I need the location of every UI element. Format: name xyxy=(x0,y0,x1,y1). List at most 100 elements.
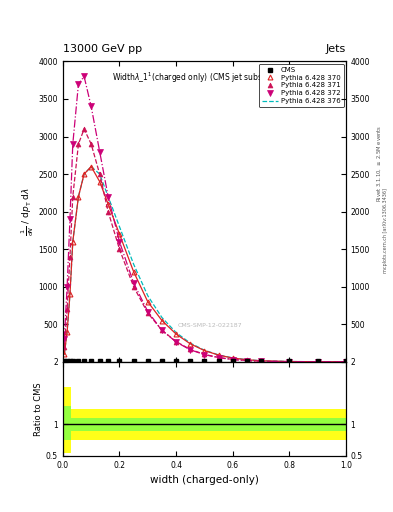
Pythia 6.428 371 xyxy=(202,351,207,357)
Pythia 6.428 370 xyxy=(259,358,263,364)
Pythia 6.428 370 xyxy=(117,231,122,237)
Pythia 6.428 372 xyxy=(174,339,178,345)
Pythia 6.428 370 xyxy=(287,358,292,365)
Pythia 6.428 370 xyxy=(202,348,207,354)
Pythia 6.428 376 xyxy=(65,329,70,335)
Text: CMS-SMP-12-022187: CMS-SMP-12-022187 xyxy=(178,323,242,328)
Pythia 6.428 376 xyxy=(68,291,72,297)
Pythia 6.428 371 xyxy=(131,284,136,290)
Pythia 6.428 372 xyxy=(315,359,320,365)
Pythia 6.428 371 xyxy=(244,357,249,364)
Pythia 6.428 372 xyxy=(70,141,75,147)
CMS xyxy=(230,358,235,365)
Pythia 6.428 376 xyxy=(106,194,110,200)
Pythia 6.428 372 xyxy=(65,284,70,290)
Pythia 6.428 370 xyxy=(62,351,67,357)
Pythia 6.428 372 xyxy=(216,355,221,361)
CMS xyxy=(216,358,221,365)
CMS xyxy=(145,358,150,365)
Pythia 6.428 376 xyxy=(82,171,86,177)
Pythia 6.428 372 xyxy=(160,327,164,333)
CMS xyxy=(70,358,75,365)
Pythia 6.428 372 xyxy=(244,357,249,364)
Pythia 6.428 376 xyxy=(70,239,75,245)
Y-axis label: $\frac{1}{\mathrm{d}N}$ / $\mathrm{d}p_\mathrm{T}$ $\mathrm{d}\lambda$: $\frac{1}{\mathrm{d}N}$ / $\mathrm{d}p_\… xyxy=(19,187,36,236)
Pythia 6.428 372 xyxy=(68,216,72,222)
Text: 13000 GeV pp: 13000 GeV pp xyxy=(63,44,142,54)
Pythia 6.428 376 xyxy=(160,314,164,321)
Pythia 6.428 370 xyxy=(70,239,75,245)
CMS xyxy=(117,358,122,365)
Legend: CMS, Pythia 6.428 370, Pythia 6.428 371, Pythia 6.428 372, Pythia 6.428 376: CMS, Pythia 6.428 370, Pythia 6.428 371,… xyxy=(259,63,344,108)
CMS xyxy=(343,358,348,365)
CMS xyxy=(131,358,136,365)
Pythia 6.428 370 xyxy=(188,340,193,347)
CMS xyxy=(106,358,110,365)
CMS xyxy=(244,358,249,365)
Pythia 6.428 376 xyxy=(188,340,193,346)
Text: Width$\lambda\_1^1$(charged only) (CMS jet substructure): Width$\lambda\_1^1$(charged only) (CMS j… xyxy=(112,71,297,85)
Pythia 6.428 370 xyxy=(244,357,249,363)
Pythia 6.428 370 xyxy=(230,355,235,361)
Pythia 6.428 376 xyxy=(117,224,122,230)
Pythia 6.428 376 xyxy=(97,171,102,177)
Pythia 6.428 372 xyxy=(343,359,348,365)
CMS xyxy=(174,358,178,365)
Pythia 6.428 372 xyxy=(259,358,263,365)
CMS xyxy=(68,358,72,365)
Pythia 6.428 376 xyxy=(76,194,81,200)
Pythia 6.428 370 xyxy=(343,359,348,365)
Pythia 6.428 370 xyxy=(216,352,221,358)
CMS xyxy=(82,358,86,365)
CMS xyxy=(89,358,94,365)
Pythia 6.428 371 xyxy=(70,194,75,200)
CMS xyxy=(62,358,67,365)
Pythia 6.428 370 xyxy=(97,179,102,185)
Pythia 6.428 371 xyxy=(315,359,320,365)
Pythia 6.428 371 xyxy=(117,246,122,252)
Line: Pythia 6.428 372: Pythia 6.428 372 xyxy=(62,74,349,365)
Pythia 6.428 372 xyxy=(230,356,235,362)
Pythia 6.428 371 xyxy=(174,338,178,345)
Pythia 6.428 376 xyxy=(343,359,348,365)
Pythia 6.428 371 xyxy=(68,253,72,260)
CMS xyxy=(76,358,81,365)
Pythia 6.428 370 xyxy=(68,291,72,297)
X-axis label: width (charged-only): width (charged-only) xyxy=(150,475,259,485)
Line: Pythia 6.428 370: Pythia 6.428 370 xyxy=(62,164,348,364)
Pythia 6.428 371 xyxy=(160,327,164,333)
CMS xyxy=(315,358,320,365)
Text: mcplots.cern.ch [arXiv:1306.3436]: mcplots.cern.ch [arXiv:1306.3436] xyxy=(384,188,388,273)
CMS xyxy=(65,358,70,365)
CMS xyxy=(287,358,292,365)
Pythia 6.428 376 xyxy=(145,293,150,299)
Pythia 6.428 370 xyxy=(106,201,110,207)
Pythia 6.428 371 xyxy=(82,126,86,132)
Pythia 6.428 370 xyxy=(160,317,164,324)
Pythia 6.428 372 xyxy=(76,81,81,87)
Pythia 6.428 372 xyxy=(89,103,94,110)
Pythia 6.428 370 xyxy=(65,329,70,335)
Line: Pythia 6.428 371: Pythia 6.428 371 xyxy=(62,126,348,364)
Pythia 6.428 372 xyxy=(117,239,122,245)
Pythia 6.428 370 xyxy=(174,331,178,337)
Line: Pythia 6.428 376: Pythia 6.428 376 xyxy=(64,166,346,362)
Pythia 6.428 376 xyxy=(230,355,235,361)
CMS xyxy=(202,358,207,365)
Pythia 6.428 370 xyxy=(82,171,86,177)
Pythia 6.428 376 xyxy=(62,351,67,357)
Pythia 6.428 371 xyxy=(106,208,110,215)
Pythia 6.428 372 xyxy=(287,358,292,365)
Pythia 6.428 376 xyxy=(174,329,178,335)
Pythia 6.428 371 xyxy=(145,310,150,316)
Pythia 6.428 376 xyxy=(202,347,207,353)
Y-axis label: Ratio to CMS: Ratio to CMS xyxy=(34,382,43,436)
Pythia 6.428 376 xyxy=(131,261,136,267)
Pythia 6.428 371 xyxy=(287,358,292,365)
CMS xyxy=(160,358,164,365)
Text: Jets: Jets xyxy=(325,44,346,54)
Pythia 6.428 376 xyxy=(216,352,221,358)
Pythia 6.428 371 xyxy=(343,359,348,365)
Pythia 6.428 372 xyxy=(97,148,102,155)
Pythia 6.428 372 xyxy=(145,308,150,314)
